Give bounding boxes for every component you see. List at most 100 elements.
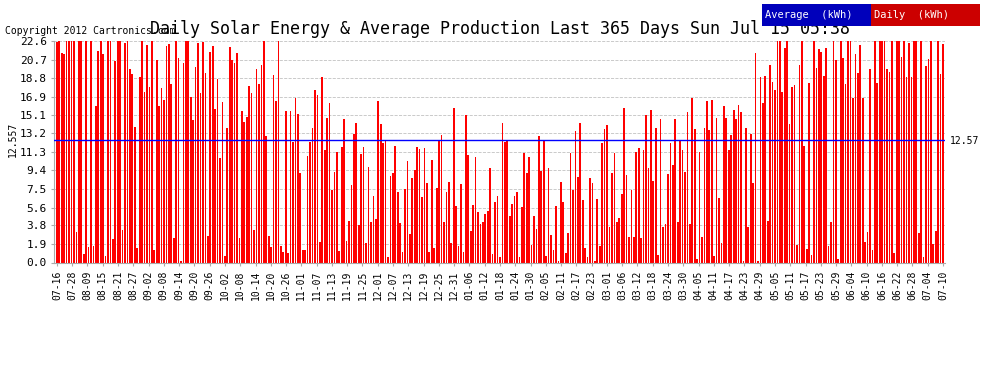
Bar — [664, 224, 666, 262]
Bar — [592, 183, 593, 262]
Bar — [626, 176, 628, 262]
Bar — [772, 82, 773, 262]
Bar — [92, 246, 94, 262]
Bar — [185, 41, 187, 262]
Bar — [426, 183, 428, 262]
Bar — [823, 76, 825, 262]
Bar — [521, 207, 523, 262]
Bar — [229, 47, 231, 262]
Bar — [733, 110, 735, 262]
Bar — [353, 134, 354, 262]
Bar — [716, 118, 718, 262]
Bar — [479, 224, 481, 262]
Bar — [134, 127, 136, 262]
Bar — [502, 123, 503, 262]
Bar — [327, 118, 328, 262]
Bar — [187, 41, 189, 262]
Bar — [565, 253, 566, 262]
Bar — [144, 92, 146, 262]
Bar — [728, 150, 730, 262]
Bar — [265, 136, 267, 262]
Bar — [674, 119, 676, 262]
Bar — [799, 64, 800, 262]
Bar — [701, 237, 703, 262]
Bar — [704, 128, 705, 262]
Bar — [110, 41, 111, 262]
Bar — [80, 41, 82, 262]
Bar — [299, 174, 301, 262]
Bar — [182, 63, 184, 262]
Bar — [314, 90, 316, 262]
Bar — [616, 222, 618, 262]
Bar — [726, 117, 728, 262]
Bar — [677, 222, 678, 262]
Bar — [641, 237, 642, 262]
Bar — [484, 214, 486, 262]
Bar — [444, 222, 445, 262]
Bar — [150, 41, 152, 262]
Bar — [275, 101, 277, 262]
Bar — [73, 41, 75, 262]
Bar — [455, 206, 457, 262]
Bar — [896, 41, 898, 262]
Bar — [828, 246, 830, 262]
Bar — [826, 48, 827, 262]
Bar — [679, 140, 681, 262]
Bar — [869, 69, 871, 262]
Bar — [239, 238, 241, 262]
Bar — [659, 119, 661, 262]
Bar — [429, 252, 431, 262]
Bar — [645, 116, 646, 262]
Bar — [550, 235, 552, 262]
Bar — [662, 227, 664, 262]
Bar — [552, 250, 554, 262]
Bar — [205, 72, 206, 262]
Bar — [774, 90, 776, 262]
Bar — [779, 41, 781, 262]
Bar — [424, 148, 426, 262]
Bar — [434, 249, 435, 262]
Bar — [582, 200, 583, 262]
Bar — [543, 141, 545, 262]
Bar — [339, 251, 341, 262]
Bar — [127, 41, 129, 262]
Bar — [609, 226, 611, 262]
Bar — [744, 128, 746, 262]
Title: Daily Solar Energy & Average Production Last 365 Days Sun Jul 15 05:38: Daily Solar Energy & Average Production … — [149, 20, 850, 38]
Text: Daily  (kWh): Daily (kWh) — [874, 10, 949, 20]
Bar — [460, 184, 462, 262]
Bar — [723, 106, 725, 262]
Bar — [173, 238, 174, 262]
Bar — [307, 156, 309, 262]
Bar — [752, 183, 754, 262]
Bar — [160, 87, 162, 262]
Bar — [292, 142, 294, 262]
Bar — [272, 75, 274, 262]
Bar — [935, 231, 937, 262]
Bar — [762, 104, 763, 262]
Bar — [636, 152, 638, 262]
Bar — [759, 77, 761, 262]
Bar — [519, 257, 521, 262]
Bar — [222, 102, 224, 262]
Bar — [246, 117, 248, 262]
Bar — [696, 259, 698, 262]
Bar — [105, 256, 106, 262]
Bar — [372, 196, 374, 262]
Bar — [472, 205, 474, 262]
Bar — [794, 85, 795, 262]
Bar — [706, 101, 708, 262]
Bar — [584, 248, 586, 262]
Bar — [334, 172, 336, 262]
Bar — [285, 111, 286, 262]
Bar — [319, 242, 321, 262]
Bar — [579, 123, 581, 262]
Bar — [650, 110, 651, 262]
Bar — [643, 150, 644, 262]
Bar — [255, 69, 257, 262]
Bar — [302, 250, 304, 262]
Bar — [324, 150, 326, 262]
Bar — [494, 202, 496, 262]
Bar — [421, 198, 423, 262]
Bar — [227, 128, 228, 262]
